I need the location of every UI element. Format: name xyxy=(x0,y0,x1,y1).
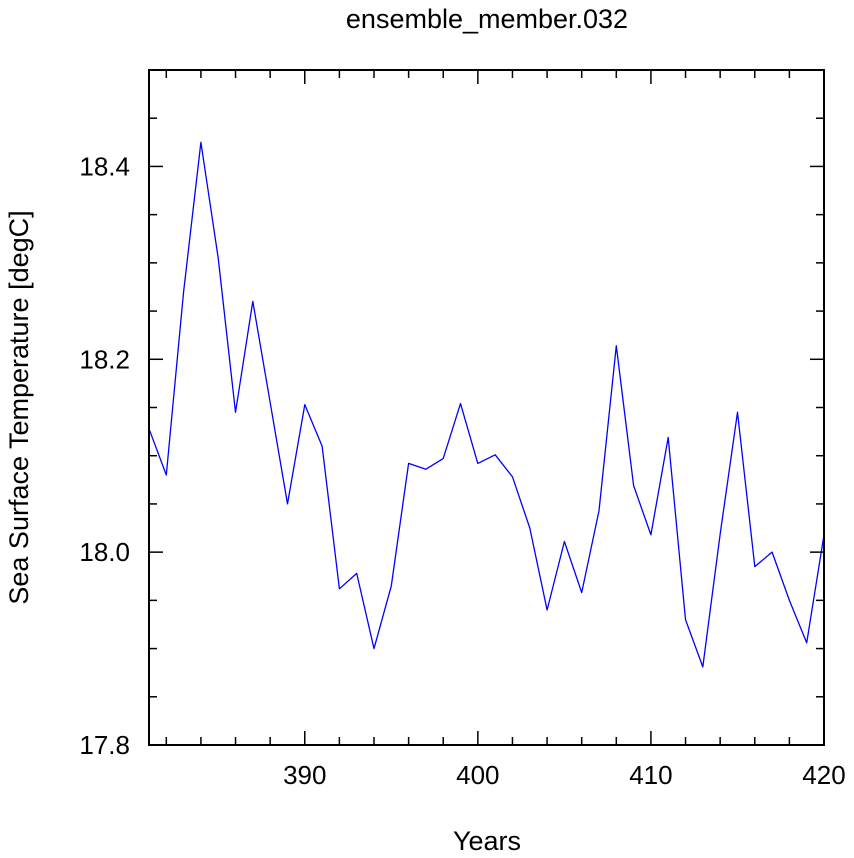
x-tick-label: 420 xyxy=(802,760,845,790)
y-tick-label: 17.8 xyxy=(79,730,130,760)
y-tick-label: 18.2 xyxy=(79,344,130,374)
series-layer xyxy=(148,141,825,668)
y-tick-label: 18.0 xyxy=(79,537,130,567)
plot-frame xyxy=(148,69,825,746)
x-tick-label: 410 xyxy=(629,760,672,790)
x-tick-label: 390 xyxy=(283,760,326,790)
y-tick-label: 18.4 xyxy=(79,151,130,181)
axis-ticks xyxy=(149,69,825,746)
chart-title: ensemble_member.032 xyxy=(346,4,628,34)
x-axis-label: Years xyxy=(453,826,521,856)
y-axis-label: Sea Surface Temperature [degC] xyxy=(4,210,34,604)
tick-labels: 390 400 410 420 17.8 18.0 18.2 18.4 xyxy=(79,151,845,790)
series-line xyxy=(148,141,825,668)
x-tick-label: 400 xyxy=(456,760,499,790)
